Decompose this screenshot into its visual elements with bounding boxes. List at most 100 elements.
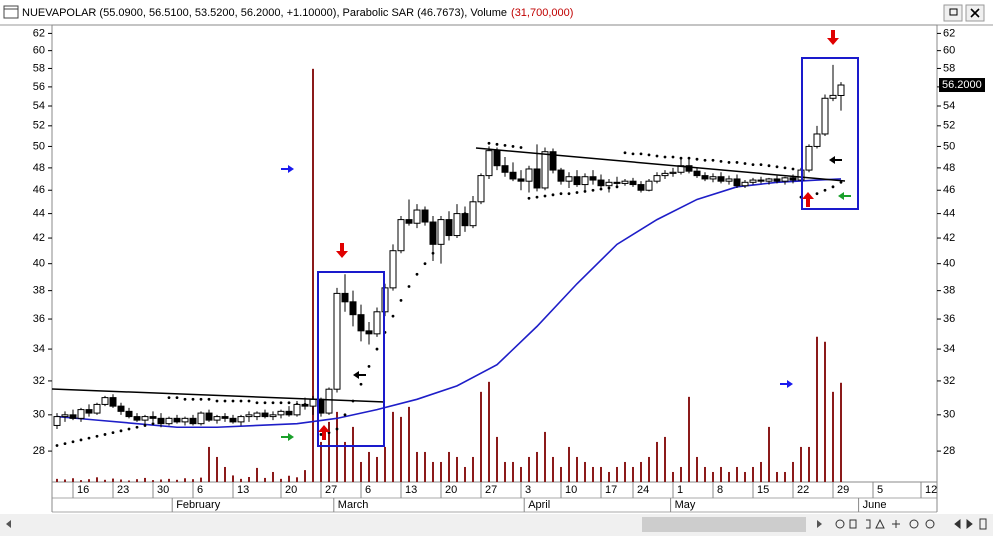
y-tick-label: 34 [943, 343, 955, 355]
volume-bar [696, 456, 698, 482]
title-bar [0, 0, 993, 25]
volume-bar [824, 341, 826, 482]
volume-bar [104, 479, 106, 482]
candle-body [733, 178, 741, 187]
volume-bar [432, 461, 434, 482]
volume-bar [688, 396, 690, 482]
sar-dot [623, 151, 627, 155]
sar-dot [639, 152, 643, 156]
sar-dot [95, 434, 99, 438]
candle-body [445, 219, 453, 237]
y-tick-label: 52 [943, 120, 955, 132]
volume-bar [264, 477, 266, 482]
candle-body [685, 165, 693, 172]
tool-icon[interactable] [979, 518, 987, 530]
scroll-right[interactable] [817, 520, 822, 528]
tool-icon[interactable] [892, 520, 900, 528]
candle-body [645, 180, 653, 191]
y-tick-label: 54 [943, 100, 955, 112]
volume-bar [768, 426, 770, 482]
candle-body [117, 405, 125, 412]
month-label: April [528, 499, 550, 511]
candle-body [205, 412, 213, 421]
y-tick-label: 46 [33, 184, 45, 196]
sar-dot [343, 413, 347, 417]
y-tick-label: 44 [943, 208, 955, 220]
candle-body [397, 219, 405, 252]
volume-bar [112, 478, 114, 482]
x-tick-label: 24 [637, 484, 649, 496]
volume-bar [248, 476, 250, 482]
volume-bar [808, 446, 810, 482]
y-tick-label: 50 [33, 140, 45, 152]
candle-body [173, 417, 181, 423]
volume-bar [320, 441, 322, 482]
candle-body [509, 171, 517, 180]
volume-bar [440, 461, 442, 482]
volume-bar [736, 466, 738, 482]
candle-body [837, 84, 845, 96]
x-tick-label: 27 [325, 484, 337, 496]
volume-bar [368, 451, 370, 482]
volume-bar [280, 478, 282, 482]
tool-icon[interactable] [966, 518, 973, 530]
y-tick-label: 38 [33, 285, 45, 297]
volume-bar [584, 461, 586, 482]
tool-icon[interactable] [835, 519, 845, 529]
candle-body [85, 409, 93, 414]
sar-dot [727, 161, 731, 164]
candle-body [133, 416, 141, 421]
left-arrow [838, 192, 851, 200]
tool-icon[interactable] [925, 519, 935, 529]
candle-body [693, 170, 701, 177]
volume-bar [648, 456, 650, 482]
candle-body [549, 151, 557, 171]
volume-bar [840, 382, 842, 482]
candle-body [533, 168, 541, 189]
candle-body [125, 410, 133, 418]
y-tick-label: 28 [943, 445, 955, 457]
scroll-thumb[interactable] [642, 517, 806, 532]
volume-bar [224, 466, 226, 482]
sar-dot [359, 382, 363, 386]
candle-body [621, 180, 629, 184]
y-tick-label: 36 [33, 313, 45, 325]
plot-layer [53, 64, 845, 483]
candle-body [389, 250, 397, 289]
candle-body [333, 292, 341, 390]
month-label: June [863, 499, 887, 511]
tool-icon[interactable] [909, 519, 919, 529]
candle-body [581, 176, 589, 186]
y-tick-label: 32 [33, 375, 45, 387]
candle-body [93, 403, 101, 414]
y-tick-label: 62 [33, 27, 45, 39]
sar-dot [655, 154, 659, 158]
scroll-left[interactable] [6, 520, 11, 528]
highlight-box [801, 57, 859, 210]
candle-body [53, 416, 61, 426]
volume-bar [728, 471, 730, 482]
y-tick-label: 52 [33, 120, 45, 132]
candle-body [517, 178, 525, 182]
volume-bar [784, 471, 786, 482]
volume-bar [800, 446, 802, 482]
tool-icon[interactable] [849, 519, 857, 529]
plot-frame [51, 24, 938, 483]
candle-body [229, 417, 237, 423]
sar-dot [279, 401, 283, 405]
month-label: February [176, 499, 221, 511]
restore-button[interactable] [943, 4, 963, 22]
candle-body [77, 409, 85, 419]
x-tick-label: 1 [677, 484, 683, 496]
volume-bar [680, 466, 682, 482]
candle-body [269, 414, 277, 418]
tool-icon[interactable] [875, 518, 885, 529]
sar-dot [647, 153, 651, 157]
candle-body [373, 311, 381, 335]
tool-icon[interactable] [866, 519, 871, 529]
tool-icon[interactable] [954, 518, 961, 530]
sar-dot [663, 155, 667, 159]
candle-body [461, 213, 469, 227]
x-tick-label: 15 [757, 484, 769, 496]
candle-body [309, 398, 317, 407]
